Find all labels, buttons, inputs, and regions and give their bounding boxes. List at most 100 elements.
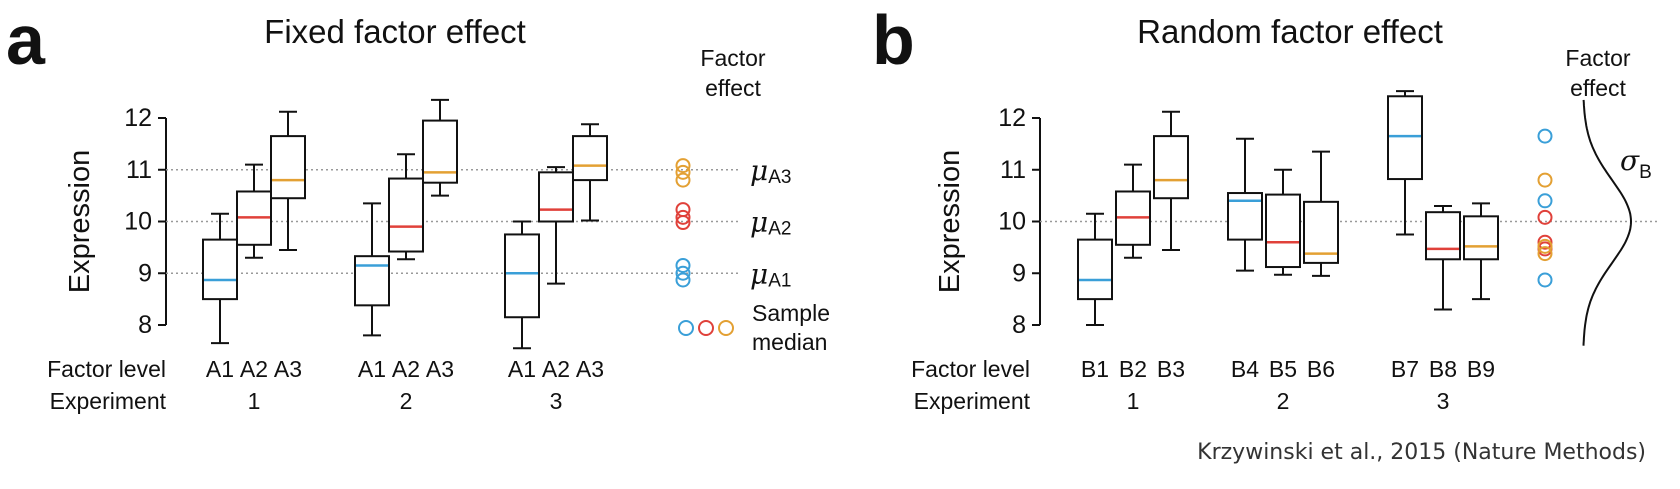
sigma-label: σB [1620,144,1652,183]
factor-level-label: B5 [1269,356,1297,382]
factor-level-label: B9 [1467,356,1495,382]
sample-median-circle [1537,209,1553,225]
credit-text: Krzywinski et al., 2015 (Nature Methods) [1197,440,1646,465]
y-tick-label: 9 [138,259,152,287]
factor-level-label: B8 [1429,356,1457,382]
sample-median-circle [1537,234,1553,250]
factor-level-label: A1 [206,356,234,382]
factor-level-label: B6 [1307,356,1335,382]
y-axis-label: Expression [64,150,96,293]
y-tick-label: 11 [126,156,152,184]
experiment-label: 2 [400,388,413,414]
sample-median-circle [675,272,691,288]
chart-title: Fixed factor effect [264,13,526,50]
box-B1 [1077,212,1113,326]
box-A3 [422,98,458,197]
sample-median-circle [675,209,691,225]
factor-level-label: A1 [358,356,386,382]
factor-level-label: A2 [240,356,268,382]
panel-letter: a [6,1,46,79]
box-rect [354,255,390,307]
distribution-curve [1582,99,1633,346]
y-tick-label: 8 [1012,311,1026,339]
y-tick-label: 10 [998,208,1026,236]
box-B4 [1227,137,1263,272]
factor-level-label: B2 [1119,356,1147,382]
mu-label: μA3 [750,153,791,187]
factor-effect-header: effect [705,75,761,101]
sample-median-circle [1537,272,1553,288]
panel-a: a Fixed factor effectExpression89101112Fa… [6,1,830,414]
experiment-label: 1 [248,388,261,414]
box-A3 [270,110,306,251]
factor-effect-header: Factor [700,45,766,71]
box-rect [202,238,238,301]
box-B2 [1115,163,1151,259]
sample-median-circle [675,172,691,188]
factor-level-label: A2 [542,356,570,382]
box-rect [270,135,306,200]
y-tick-label: 12 [124,104,152,132]
factor-effect-header: Factor [1565,45,1631,71]
factor-level-label: A3 [426,356,454,382]
factor-effect-header: effect [1570,75,1626,101]
box-rect [1425,211,1461,261]
box-rect [388,177,424,253]
box-rect [572,135,608,182]
sample-median-circle [675,265,691,281]
box-rect [1265,193,1301,269]
factor-level-label: A1 [508,356,536,382]
sample-median-circle [675,164,691,180]
box-A1 [202,212,238,345]
box-A2 [236,163,272,259]
y-axis-label: Expression [934,150,966,293]
experiment-label: 1 [1127,388,1140,414]
factor-level-label: A3 [576,356,604,382]
box-rect [1077,238,1113,301]
box-rect [538,171,574,223]
factor-level-label: B7 [1391,356,1419,382]
factor-level-row-label: Factor level [911,356,1030,382]
box-B5 [1265,168,1301,276]
experiment-label: 3 [550,388,563,414]
mu-label: μA2 [750,205,791,239]
factor-level-label: B3 [1157,356,1185,382]
box-A1 [504,220,540,350]
box-B3 [1153,110,1189,251]
chart-title: Random factor effect [1137,13,1443,50]
box-B8 [1425,204,1461,311]
box-A3 [572,123,608,222]
sample-median-circle [1537,246,1553,262]
sample-median-circle [1537,193,1553,209]
legend-circle [698,320,714,336]
sample-median-circle [1537,238,1553,254]
panel-b: b Random factor effectExpression89101112F… [872,1,1658,414]
sample-median-circle [1537,128,1553,144]
sample-median-circle [675,158,691,174]
box-rect [1153,135,1189,200]
experiment-label: 2 [1277,388,1290,414]
factor-level-label: A2 [392,356,420,382]
box-A2 [388,153,424,261]
sample-median-circle [675,202,691,218]
box-B9 [1463,202,1499,301]
factor-level-label: B1 [1081,356,1109,382]
box-A2 [538,166,574,285]
experiment-row-label: Experiment [50,388,167,414]
y-tick-label: 8 [138,311,152,339]
box-B7 [1387,90,1423,236]
factor-level-label: A3 [274,356,302,382]
y-tick-label: 10 [124,208,152,236]
mu-label: μA1 [750,257,791,291]
box-rect [1463,215,1499,261]
sample-median-circle [675,257,691,273]
experiment-row-label: Experiment [914,388,1031,414]
y-tick-label: 12 [998,104,1026,132]
panel-letter: b [872,1,915,79]
box-B6 [1303,150,1339,277]
box-rect [504,233,540,319]
sample-median-circle [1537,172,1553,188]
legend-label: Sample [752,300,830,326]
y-tick-label: 9 [1012,259,1026,287]
